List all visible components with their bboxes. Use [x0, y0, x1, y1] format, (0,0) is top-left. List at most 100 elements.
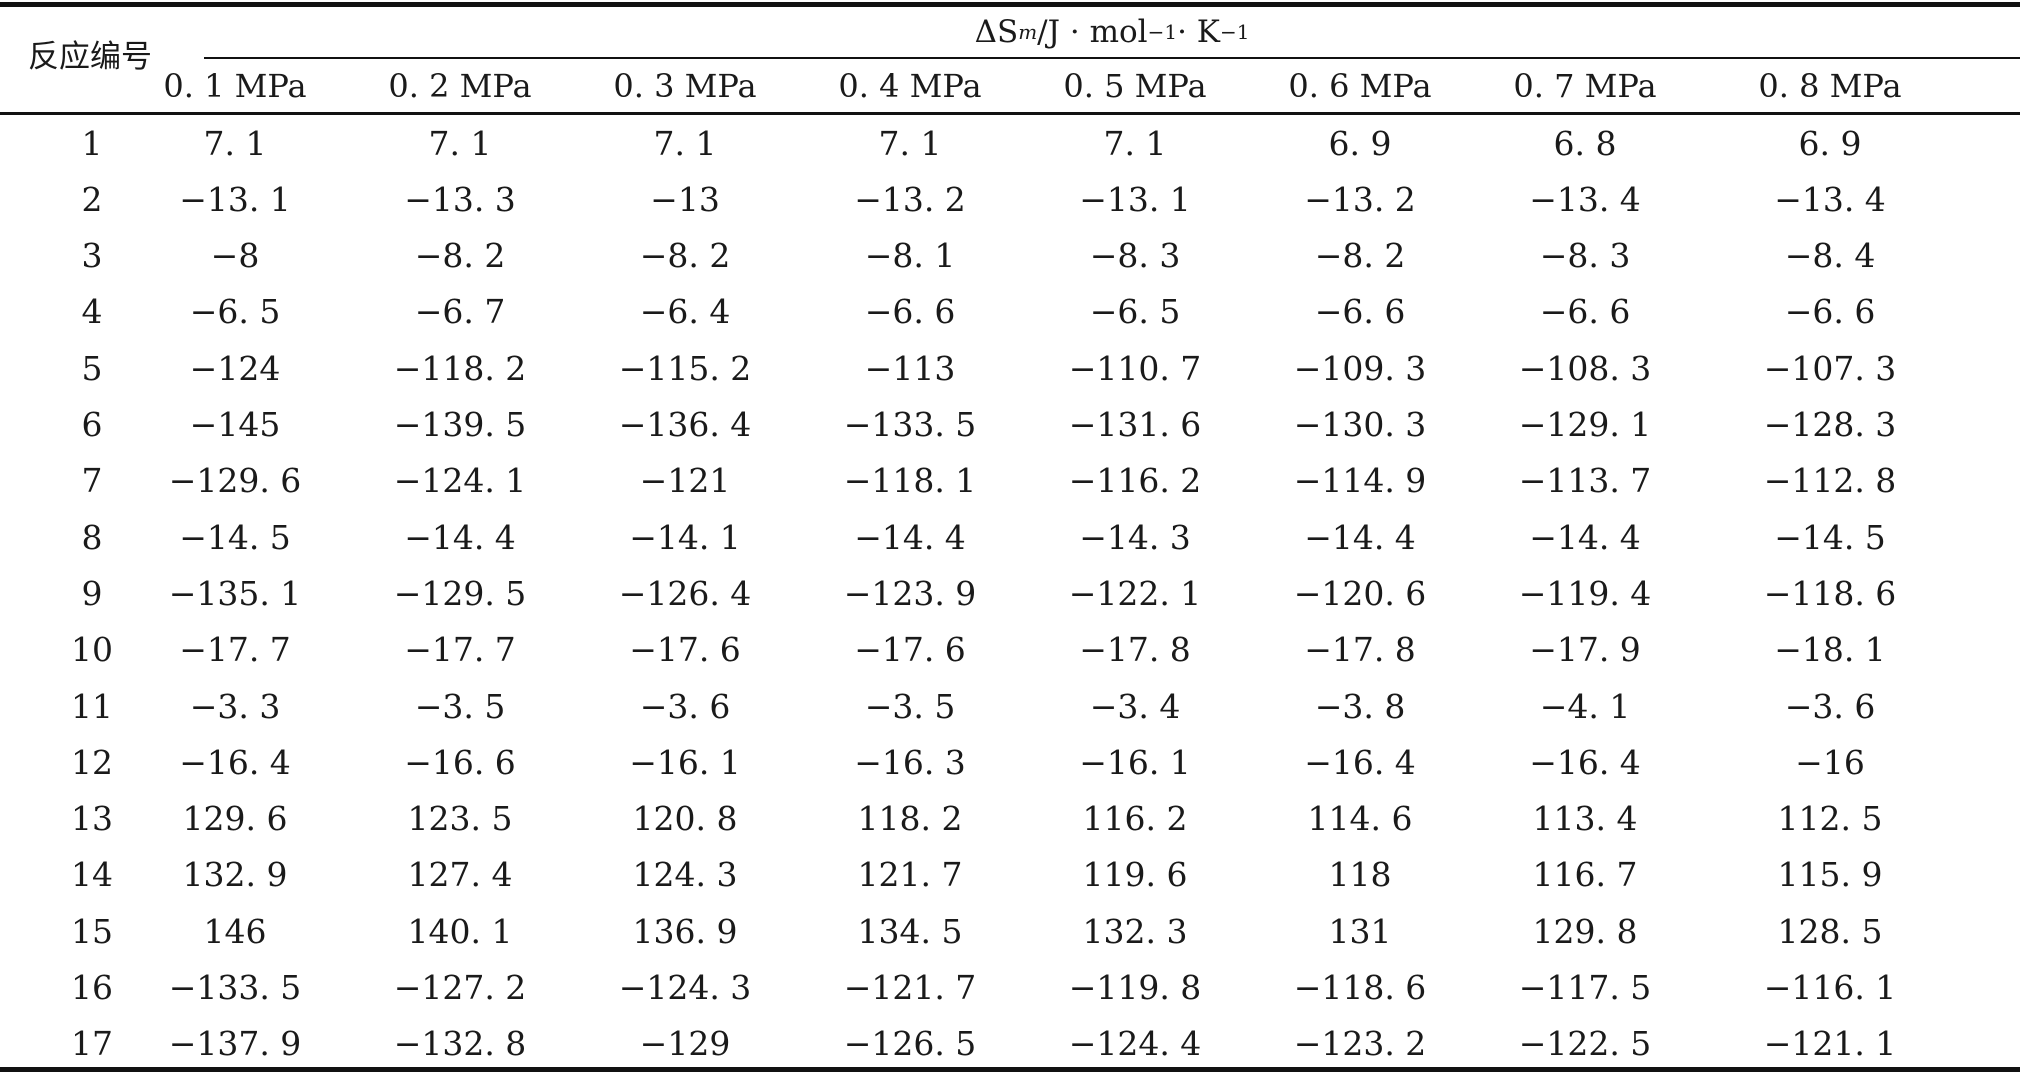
value-cell: −17. 8: [1304, 630, 1416, 670]
value-cell: −118. 6: [1763, 573, 1897, 613]
value-cell: −129. 6: [168, 461, 302, 501]
unit-exp-1: −1: [1147, 20, 1178, 44]
value-cell: −13. 3: [404, 179, 516, 219]
value-cell: −17. 9: [1529, 630, 1641, 670]
value-cell: 129. 6: [182, 799, 288, 839]
value-cell: 113. 4: [1532, 799, 1638, 839]
value-cell: −110. 7: [1068, 348, 1202, 388]
value-cell: −14. 5: [1774, 517, 1886, 557]
reaction-id-cell: 9: [81, 573, 103, 613]
bottom-rule: [0, 1067, 2020, 1072]
reaction-id-cell: 10: [71, 630, 113, 670]
value-cell: −8. 4: [1784, 236, 1876, 276]
value-cell: −14. 5: [179, 517, 291, 557]
value-cell: −17. 6: [629, 630, 741, 670]
value-cell: 134. 5: [857, 911, 963, 951]
value-cell: −129: [639, 1024, 731, 1064]
unit-prefix: /J · mol: [1037, 14, 1148, 50]
value-cell: −124. 4: [1068, 1024, 1202, 1064]
reaction-id-cell: 15: [71, 911, 113, 951]
value-cell: −6. 6: [864, 292, 956, 332]
value-cell: −129. 5: [393, 573, 527, 613]
value-cell: −13. 4: [1774, 179, 1886, 219]
value-cell: −6. 5: [1089, 292, 1181, 332]
value-cell: −121. 7: [843, 968, 977, 1007]
value-cell: −127. 2: [393, 968, 527, 1007]
value-cell: −14. 3: [1079, 517, 1191, 557]
value-cell: 132. 9: [182, 855, 288, 895]
reaction-id-cell: 8: [81, 517, 103, 557]
value-cell: −3. 6: [1784, 686, 1876, 726]
value-cell: 7. 1: [878, 123, 942, 163]
reaction-id-cell: 13: [71, 799, 113, 839]
column-header: 0. 3 MPa: [613, 66, 757, 105]
value-cell: −13: [650, 179, 720, 219]
column-header: 0. 4 MPa: [838, 66, 982, 105]
value-cell: −130. 3: [1293, 405, 1427, 444]
value-cell: 115. 9: [1777, 855, 1883, 895]
value-cell: −107. 3: [1763, 348, 1897, 388]
value-cell: −6. 5: [189, 292, 281, 332]
value-cell: −122. 1: [1068, 573, 1202, 613]
reaction-id-cell: 3: [81, 236, 103, 276]
value-cell: −17. 7: [179, 630, 291, 670]
value-cell: −14. 4: [854, 517, 966, 557]
value-cell: −121: [639, 461, 731, 501]
value-cell: −18. 1: [1774, 630, 1886, 670]
value-cell: −8. 3: [1539, 236, 1631, 276]
value-cell: 116. 7: [1532, 855, 1638, 895]
value-cell: 7. 1: [653, 123, 717, 163]
row-header-label: 反应编号: [28, 38, 152, 75]
value-cell: −8. 1: [864, 236, 956, 276]
value-cell: −16. 4: [179, 742, 291, 782]
value-cell: −124. 1: [393, 461, 527, 501]
value-cell: −3. 3: [189, 686, 281, 726]
value-cell: −135. 1: [168, 573, 302, 613]
value-cell: −129. 1: [1518, 405, 1652, 444]
value-cell: −14. 1: [629, 517, 741, 557]
value-cell: −6. 6: [1539, 292, 1631, 332]
value-cell: −109. 3: [1293, 348, 1427, 388]
value-cell: −14. 4: [1529, 517, 1641, 557]
value-cell: −116. 1: [1763, 968, 1897, 1007]
value-cell: −4. 1: [1539, 686, 1631, 726]
reaction-id-cell: 4: [81, 292, 103, 332]
value-cell: −17. 8: [1079, 630, 1191, 670]
value-cell: −116. 2: [1068, 461, 1202, 501]
value-cell: 127. 4: [407, 855, 513, 895]
unit-exp-2: −1: [1219, 20, 1250, 44]
value-cell: −139. 5: [393, 405, 527, 444]
value-cell: −16. 3: [854, 742, 966, 782]
value-cell: −114. 9: [1293, 461, 1427, 501]
group-header-entropy: ΔS m/J · mol −1 · K −1: [204, 7, 2020, 57]
value-cell: 116. 2: [1082, 799, 1188, 839]
value-cell: −122. 5: [1518, 1024, 1652, 1064]
value-cell: −13. 4: [1529, 179, 1641, 219]
value-cell: 118. 2: [857, 799, 963, 839]
top-rule: [0, 2, 2020, 7]
value-cell: 131: [1328, 911, 1392, 951]
header-rule: [0, 112, 2020, 115]
value-cell: −118. 2: [393, 348, 527, 388]
reaction-id-cell: 17: [71, 1024, 113, 1064]
value-cell: 124. 3: [632, 855, 738, 895]
value-cell: −3. 5: [414, 686, 506, 726]
value-cell: −16. 1: [629, 742, 741, 782]
column-header: 0. 7 MPa: [1513, 66, 1657, 105]
column-header: 0. 5 MPa: [1063, 66, 1207, 105]
value-cell: −3. 8: [1314, 686, 1406, 726]
value-cell: −6. 6: [1314, 292, 1406, 332]
value-cell: −113: [864, 348, 956, 388]
value-cell: −124. 3: [618, 968, 752, 1007]
value-cell: −113. 7: [1518, 461, 1652, 501]
value-cell: 123. 5: [407, 799, 513, 839]
value-cell: −16. 4: [1304, 742, 1416, 782]
value-cell: 136. 9: [632, 911, 738, 951]
value-cell: −3. 5: [864, 686, 956, 726]
value-cell: −120. 6: [1293, 573, 1427, 613]
entropy-subscript: m: [1018, 20, 1038, 44]
value-cell: −119. 4: [1518, 573, 1652, 613]
value-cell: 114. 6: [1307, 799, 1413, 839]
reaction-id-cell: 14: [71, 855, 113, 895]
value-cell: −118. 6: [1293, 968, 1427, 1007]
